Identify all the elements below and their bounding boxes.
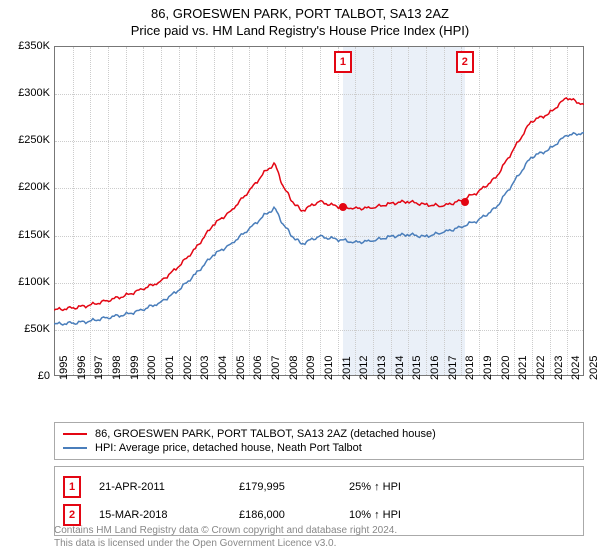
x-axis-label: 2006 xyxy=(252,356,264,380)
legend-label: HPI: Average price, detached house, Neat… xyxy=(95,442,362,454)
transaction-index: 2 xyxy=(63,504,81,526)
chart-lines xyxy=(54,46,584,376)
x-axis-label: 2011 xyxy=(341,356,353,380)
x-axis-label: 2005 xyxy=(235,356,247,380)
x-axis-label: 1998 xyxy=(111,356,123,380)
x-axis-label: 1999 xyxy=(129,356,141,380)
y-axis-label: £150K xyxy=(18,229,50,241)
transaction-delta: 25% ↑ HPI xyxy=(349,481,575,493)
footer-attribution: Contains HM Land Registry data © Crown c… xyxy=(54,524,397,550)
x-axis-label: 2000 xyxy=(146,356,158,380)
legend: 86, GROESWEN PARK, PORT TALBOT, SA13 2AZ… xyxy=(54,422,584,460)
transaction-date: 21-APR-2011 xyxy=(99,481,239,493)
footer-line-2: This data is licensed under the Open Gov… xyxy=(54,537,397,550)
legend-item: 86, GROESWEN PARK, PORT TALBOT, SA13 2AZ… xyxy=(63,427,575,441)
x-axis-label: 2002 xyxy=(182,356,194,380)
x-axis-label: 2010 xyxy=(323,356,335,380)
y-axis-label: £300K xyxy=(18,87,50,99)
transaction-price: £186,000 xyxy=(239,509,349,521)
x-axis-label: 2021 xyxy=(517,356,529,380)
x-axis-label: 1997 xyxy=(93,356,105,380)
x-axis-label: 2017 xyxy=(447,356,459,380)
y-axis-label: £250K xyxy=(18,134,50,146)
x-axis-label: 2003 xyxy=(199,356,211,380)
x-axis-label: 2014 xyxy=(394,356,406,380)
x-axis-label: 2020 xyxy=(500,356,512,380)
x-axis-label: 2022 xyxy=(535,356,547,380)
x-axis-label: 2001 xyxy=(164,356,176,380)
footer-line-1: Contains HM Land Registry data © Crown c… xyxy=(54,524,397,537)
x-axis-label: 1995 xyxy=(58,356,70,380)
legend-swatch xyxy=(63,433,87,435)
transaction-index: 1 xyxy=(63,476,81,498)
x-axis-label: 2019 xyxy=(482,356,494,380)
legend-label: 86, GROESWEN PARK, PORT TALBOT, SA13 2AZ… xyxy=(95,428,436,440)
chart-subtitle: Price paid vs. HM Land Registry's House … xyxy=(0,21,600,38)
series-line xyxy=(54,98,584,311)
y-axis-label: £350K xyxy=(18,40,50,52)
legend-item: HPI: Average price, detached house, Neat… xyxy=(63,441,575,455)
x-axis-label: 2023 xyxy=(553,356,565,380)
series-line xyxy=(54,133,584,325)
x-axis-label: 2012 xyxy=(358,356,370,380)
x-axis-label: 2004 xyxy=(217,356,229,380)
x-axis-label: 2009 xyxy=(305,356,317,380)
x-axis-label: 2024 xyxy=(570,356,582,380)
legend-swatch xyxy=(63,447,87,449)
x-axis-label: 1996 xyxy=(76,356,88,380)
y-axis-label: £100K xyxy=(18,276,50,288)
x-axis-label: 2025 xyxy=(588,356,600,380)
x-axis-label: 2016 xyxy=(429,356,441,380)
x-axis-label: 2008 xyxy=(288,356,300,380)
y-axis-label: £50K xyxy=(24,323,50,335)
x-axis-label: 2018 xyxy=(464,356,476,380)
y-axis-label: £200K xyxy=(18,181,50,193)
chart-area: 12 £0£50K£100K£150K£200K£250K£300K£350K1… xyxy=(54,46,584,376)
transaction-price: £179,995 xyxy=(239,481,349,493)
x-axis-label: 2015 xyxy=(411,356,423,380)
transaction-delta: 10% ↑ HPI xyxy=(349,509,575,521)
transaction-row: 1 21-APR-2011£179,99525% ↑ HPI xyxy=(63,473,575,501)
transaction-date: 15-MAR-2018 xyxy=(99,509,239,521)
x-axis-label: 2007 xyxy=(270,356,282,380)
x-axis-label: 2013 xyxy=(376,356,388,380)
y-axis-label: £0 xyxy=(38,370,50,382)
chart-title: 86, GROESWEN PARK, PORT TALBOT, SA13 2AZ xyxy=(0,0,600,21)
